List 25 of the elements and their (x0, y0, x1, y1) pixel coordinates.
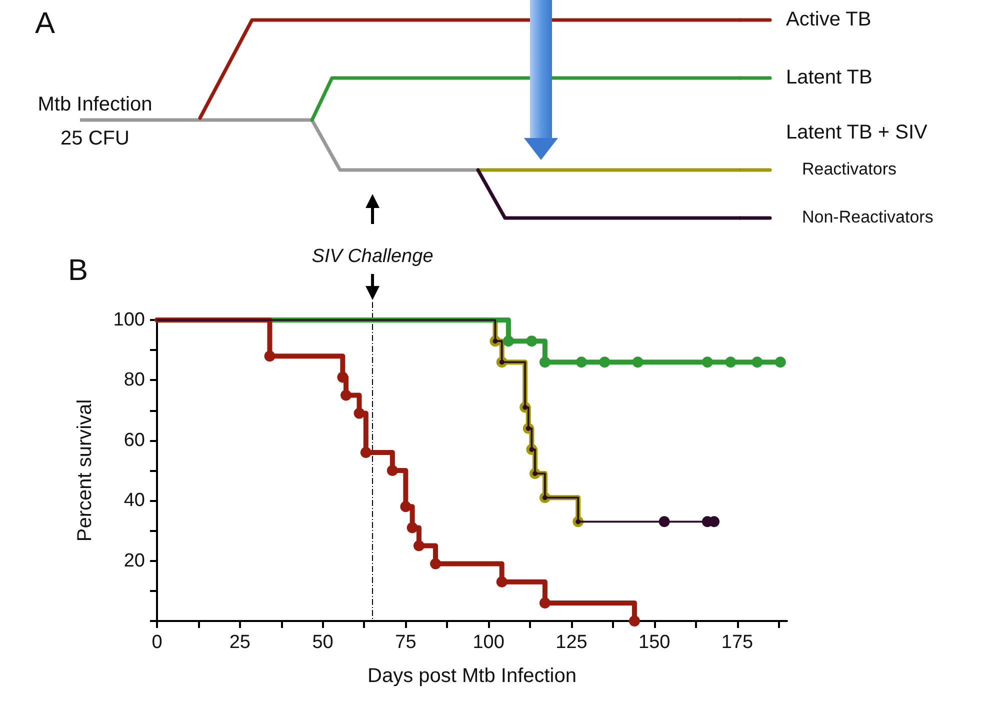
x-tick-label: 175 (721, 632, 754, 653)
x-tick-label: 25 (229, 632, 250, 653)
legend-label: Active TB (786, 8, 872, 30)
x-tick-label: 75 (395, 632, 416, 653)
text: A (35, 6, 56, 40)
y-tick-label: 40 (124, 490, 145, 512)
y-tick-label: 20 (124, 550, 145, 572)
legend-label: Reactivators (802, 159, 896, 178)
text: Mtb Infection (38, 93, 152, 116)
x-tick-label: 150 (638, 632, 670, 653)
y-tick-label: 100 (113, 310, 145, 330)
y-axis-title: Percent survival (74, 399, 96, 542)
text: 25 CFU (60, 127, 130, 150)
legend-label: Latent TB (786, 66, 872, 88)
ref-line-label: SIV Challenge (312, 246, 434, 267)
x-axis-title: Days post Mtb Infection (368, 665, 576, 687)
x-tick-label: 100 (472, 632, 504, 653)
x-tick-label: 125 (556, 632, 588, 653)
x-tick-label: 50 (312, 632, 334, 653)
x-tick-label: 0 (152, 632, 162, 653)
legend-label: Non-Reactivators (802, 207, 934, 226)
text: Latent TB + SIV (786, 121, 928, 144)
y-tick-label: 60 (124, 430, 145, 451)
y-tick-label: 80 (124, 370, 145, 391)
text: B (68, 254, 88, 287)
